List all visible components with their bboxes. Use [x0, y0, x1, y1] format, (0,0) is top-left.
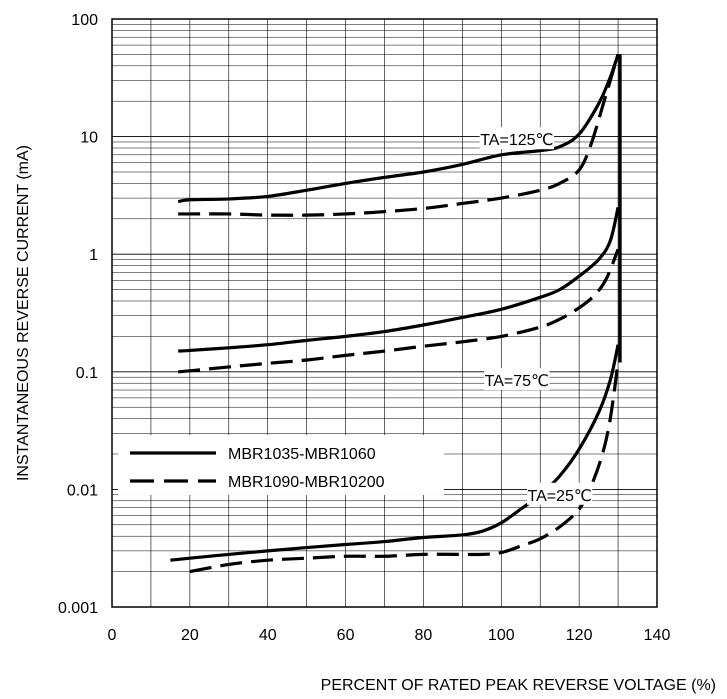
- annotation-box: [479, 127, 555, 150]
- y-ticks: 0.001 0.01 0.1 1 10 100: [58, 12, 98, 617]
- x-tick-label: 120: [566, 627, 593, 644]
- annotations: TA=125℃ TA=75℃ TA=25℃: [479, 127, 593, 505]
- x-tick-label: 140: [644, 627, 671, 644]
- x-ticks: 0 20 40 60 80 100 120 140: [108, 627, 671, 644]
- series-line-mbr1035-mbr1060-ta-75: [178, 207, 620, 353]
- x-tick-label: 20: [181, 627, 199, 644]
- annotation-box: [484, 368, 550, 391]
- y-tick-label: 1: [89, 247, 98, 264]
- x-tick-label: 60: [337, 627, 355, 644]
- series-line-mbr1035-mbr1060-ta-125: [177, 53, 620, 204]
- legend-entry-label: MBR1035-MBR1060: [228, 446, 376, 463]
- series-line-mbr1090-mbr10200-ta-125: [178, 53, 620, 217]
- annotation-label: TA=75℃: [485, 373, 549, 390]
- series-line-mbr1035-mbr1060-ta-25: [170, 344, 620, 562]
- legend: MBR1035-MBR1060 MBR1090-MBR10200: [118, 435, 444, 495]
- y-tick-label: 100: [71, 12, 98, 29]
- y-axis-label: INSTANTANEOUS REVERSE CURRENT (mA): [15, 145, 32, 481]
- x-tick-label: 100: [488, 627, 515, 644]
- x-tick-label: 80: [415, 627, 433, 644]
- legend-entry-label: MBR1090-MBR10200: [228, 474, 385, 491]
- plot-frame: [111, 18, 658, 608]
- x-tick-label: 0: [108, 627, 117, 644]
- annotation-label: TA=25℃: [527, 488, 591, 505]
- series-line-mbr1090-mbr10200-ta-25: [189, 362, 620, 574]
- x-tick-label: 40: [259, 627, 277, 644]
- annotation-label: TA=125℃: [480, 132, 553, 149]
- grid: [111, 19, 658, 608]
- y-tick-label: 0.1: [76, 365, 98, 382]
- annotation-box: [527, 482, 593, 505]
- series-line-mbr1090-mbr10200-ta-75: [178, 248, 620, 374]
- y-tick-label: 0.001: [58, 600, 98, 617]
- y-tick-label: 10: [80, 130, 98, 147]
- legend-box: [118, 435, 444, 495]
- x-axis-label: PERCENT OF RATED PEAK REVERSE VOLTAGE (%…: [321, 677, 716, 694]
- series-group: [170, 53, 622, 574]
- y-tick-label: 0.01: [67, 482, 98, 499]
